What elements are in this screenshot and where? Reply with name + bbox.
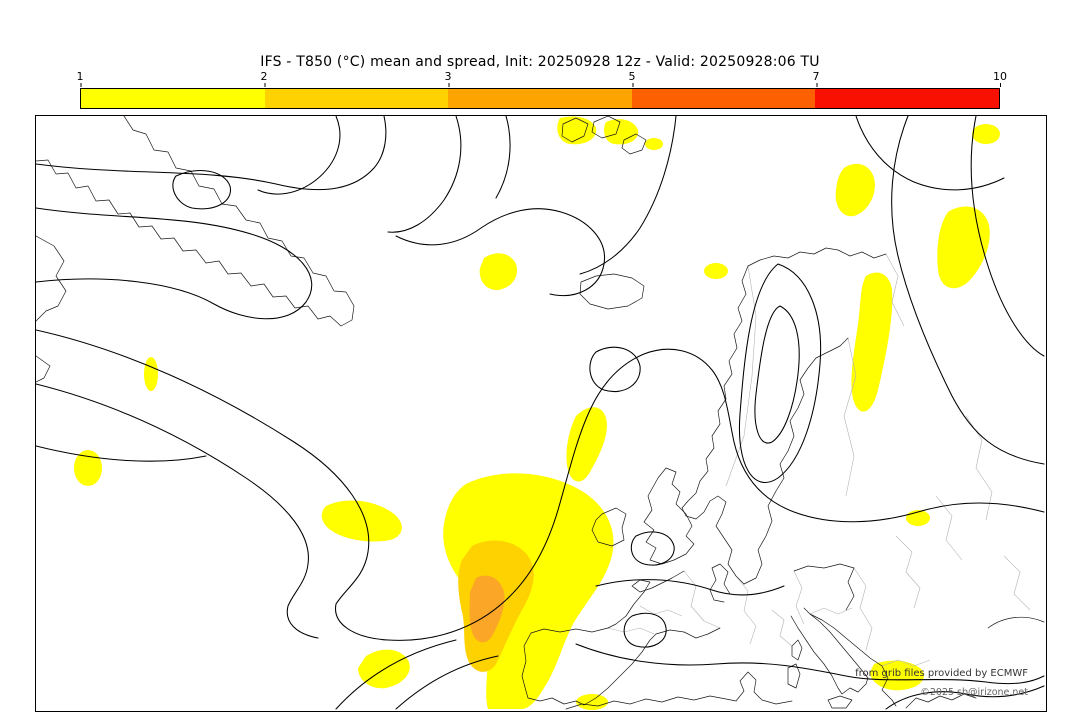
spread-shading: [74, 116, 1000, 710]
map-canvas: [36, 116, 1045, 710]
colorbar-segment: [448, 89, 632, 108]
colorbar-tick-label: 2: [260, 70, 268, 87]
colorbar-segment: [81, 89, 265, 108]
country-borders: [607, 253, 1031, 667]
colorbar-tick-label: 5: [628, 70, 636, 87]
colorbar-tick-label: 7: [812, 70, 820, 87]
weather-map: from grib files provided by ECMWF ©2025 …: [35, 115, 1047, 712]
colorbar-segment: [631, 89, 816, 108]
colorbar-tick-label: 1: [76, 70, 84, 87]
temperature-contours: [36, 116, 1045, 710]
data-credit: from grib files provided by ECMWF: [855, 668, 1028, 679]
colorbar-tick-label: 3: [444, 70, 452, 87]
colorbar-segment: [815, 89, 999, 108]
colorbar-tick-label: 10: [993, 70, 1007, 87]
colorbar-ticks: 1 2 3 5 7 10: [76, 70, 1007, 87]
colorbar-segment: [264, 89, 449, 108]
copyright-credit: ©2025 sb@irizone.net: [920, 687, 1028, 698]
chart-title: IFS - T850 (°C) mean and spread, Init: 2…: [260, 54, 820, 70]
colorbar-legend: 1 2 3 5 7 10: [76, 70, 1007, 109]
colorbar: [80, 88, 1000, 109]
